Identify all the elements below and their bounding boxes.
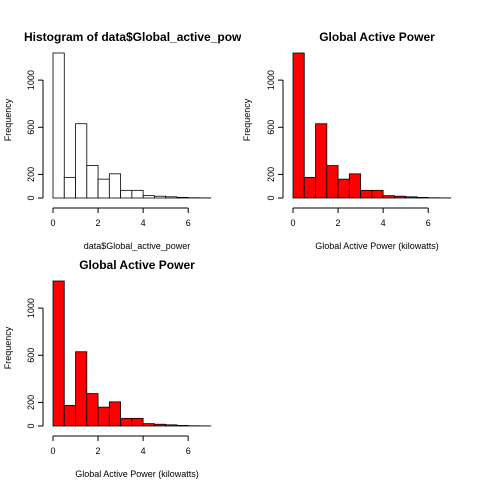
- axes-group: 0 2 4 6 0 200 600 1000: [26, 70, 191, 228]
- histogram-bar: [337, 178, 350, 199]
- axes-group: 0 2 4 6 0 200 600 1000: [26, 298, 191, 456]
- histogram-bar: [63, 176, 76, 199]
- x-tick-label: 6: [426, 218, 431, 228]
- x-axis-label: Global Active Power (kilowatts): [315, 241, 439, 251]
- y-tick-label: 0: [26, 195, 36, 200]
- y-tick-label: 1000: [266, 70, 276, 90]
- histogram-bar: [153, 423, 167, 427]
- histogram-panel-3: Global Active Power Global Active Power …: [3, 258, 212, 479]
- histogram-bar: [393, 195, 407, 199]
- histogram-bar: [360, 189, 373, 199]
- bars-group: [52, 280, 212, 427]
- histogram-bar: [165, 424, 178, 427]
- y-tick-label: 1000: [26, 298, 36, 318]
- histogram-bar: [142, 423, 155, 427]
- histogram-bar: [75, 351, 88, 427]
- histogram-bar: [52, 280, 65, 427]
- histogram-bar: [131, 417, 144, 427]
- axes-group: 0 2 4 6 0 200 600 1000: [266, 70, 431, 228]
- histogram-bar: [120, 189, 133, 199]
- x-tick-label: 4: [141, 446, 146, 456]
- histogram-bar: [86, 393, 99, 427]
- histogram-bar: [131, 189, 144, 199]
- x-axis-label: data$Global_active_power: [84, 241, 191, 251]
- y-axis-label: Frequency: [3, 98, 13, 141]
- histogram-bar: [75, 123, 88, 199]
- x-tick-label: 6: [186, 218, 191, 228]
- histogram-bar: [142, 195, 155, 199]
- histogram-bar: [326, 165, 339, 199]
- chart-title: Global Active Power: [79, 258, 195, 272]
- chart-title: Global Active Power: [319, 30, 435, 44]
- x-tick-label: 6: [186, 446, 191, 456]
- histogram-bar: [97, 406, 110, 427]
- bars-group: [292, 52, 452, 199]
- histogram-bar: [405, 196, 418, 199]
- y-tick-label: 1000: [26, 70, 36, 90]
- bars-group: [52, 52, 212, 199]
- histogram-bar: [416, 197, 429, 199]
- x-tick-label: 0: [50, 218, 55, 228]
- x-tick-label: 2: [96, 218, 101, 228]
- histogram-bar: [153, 195, 167, 199]
- y-tick-label: 200: [26, 395, 36, 410]
- x-tick-label: 2: [336, 218, 341, 228]
- histogram-bar: [315, 123, 328, 199]
- x-axis-label: Global Active Power (kilowatts): [75, 469, 199, 479]
- histogram-bar: [303, 176, 316, 199]
- chart-title: Histogram of data$Global_active_power: [24, 30, 253, 44]
- y-tick-label: 600: [266, 120, 276, 135]
- x-tick-label: 4: [141, 218, 146, 228]
- histogram-bar: [86, 165, 99, 199]
- x-tick-label: 0: [290, 218, 295, 228]
- histogram-bar: [120, 417, 133, 427]
- histogram-bar: [108, 401, 122, 427]
- histogram-panel-2: Global Active Power Global Active Power …: [242, 30, 452, 251]
- histogram-bar: [63, 404, 76, 427]
- histogram-bar: [382, 195, 395, 199]
- y-tick-label: 600: [26, 348, 36, 363]
- histogram-bar: [176, 425, 189, 427]
- histogram-bar: [52, 52, 65, 199]
- histogram-bar: [108, 173, 122, 199]
- y-axis-label: Frequency: [3, 326, 13, 369]
- y-tick-label: 0: [266, 195, 276, 200]
- histogram-bar: [292, 52, 305, 199]
- y-axis-label: Frequency: [242, 98, 252, 141]
- y-tick-label: 200: [266, 167, 276, 182]
- y-tick-label: 600: [26, 120, 36, 135]
- x-tick-label: 4: [381, 218, 386, 228]
- x-tick-label: 2: [96, 446, 101, 456]
- y-tick-label: 0: [26, 423, 36, 428]
- histogram-bar: [371, 189, 384, 199]
- y-tick-label: 200: [26, 167, 36, 182]
- histogram-bar: [348, 173, 361, 199]
- histogram-bar: [176, 197, 189, 199]
- histogram-bar: [97, 178, 110, 199]
- histogram-panel-1: Histogram of data$Global_active_power da…: [3, 30, 253, 251]
- histogram-bar: [165, 196, 178, 199]
- x-tick-label: 0: [50, 446, 55, 456]
